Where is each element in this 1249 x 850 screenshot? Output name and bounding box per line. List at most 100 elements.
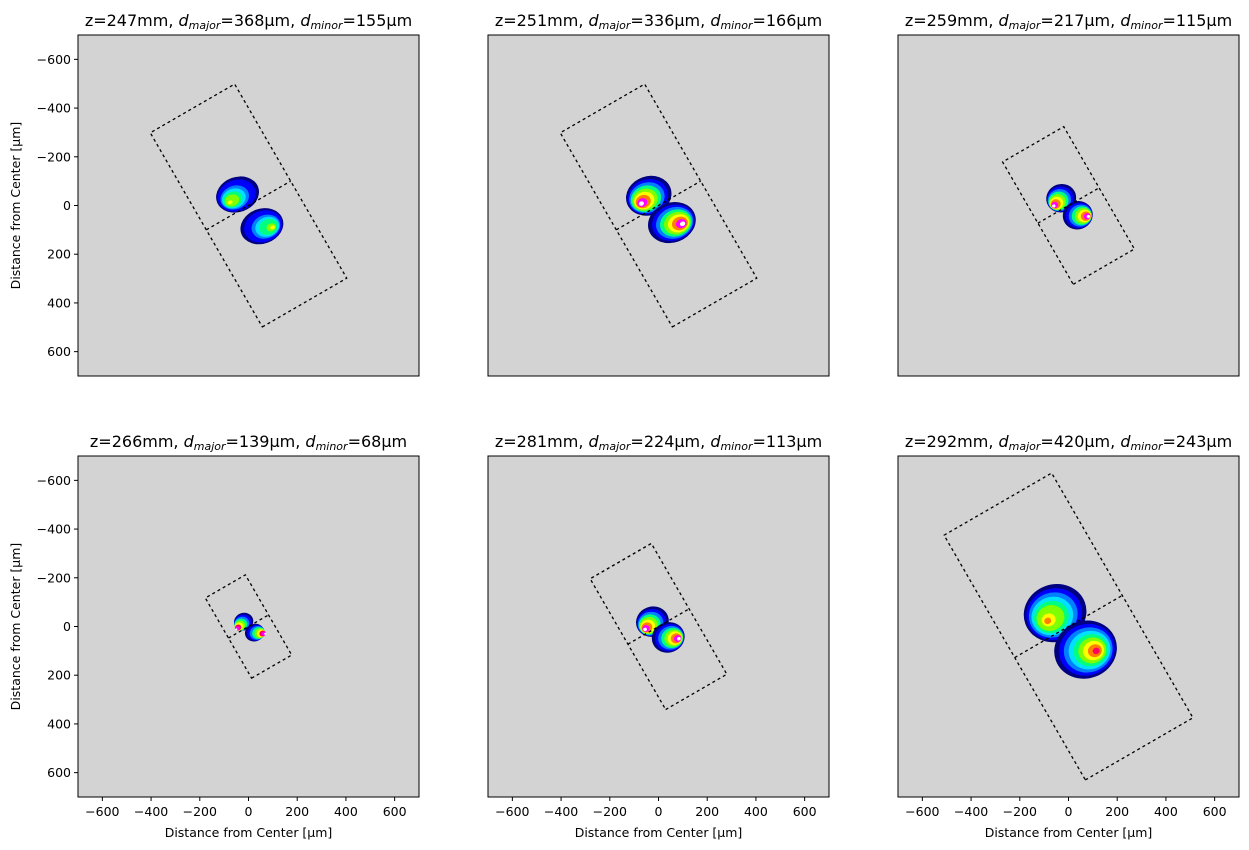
beam-lobe [1062,200,1093,230]
title-segment: minor [1130,440,1163,453]
y-axis-label: Distance from Center [μm] [8,122,23,290]
x-tick-label: −400 [134,804,168,819]
subplot-1: −600 −400 −200 0 200 400 600 Distance from Cent… [8,11,420,377]
y-tick-label: −400 [37,522,71,537]
beam-lobe [240,208,284,245]
y-tick-label: 400 [47,716,71,731]
minor-axis-line [205,180,292,231]
x-tick-label: 200 [695,804,719,819]
y-tick-label: −200 [37,149,71,164]
x-axis-label: Distance from Center [μm] [575,825,743,840]
title-segment: z=292mm, [905,432,999,451]
title-segment: major [599,440,632,453]
beam-lobe [1054,620,1117,679]
x-tick-label: 0 [655,804,663,819]
title-segment: major [189,19,222,32]
lobe-ring [679,221,686,227]
subplot-title: z=266mm, dmajor=139μm, dminor=68μm [90,432,407,453]
title-segment: =115μm [1162,11,1232,30]
beam-lobe [1023,584,1087,643]
y-tick-label: 200 [47,247,71,262]
title-segment: major [1009,440,1042,453]
beam-lobe [244,623,267,642]
bounding-rectangle [559,83,758,328]
x-tick-label: −200 [1003,804,1037,819]
lobe-ring [643,627,647,632]
title-segment: d [589,11,600,30]
title-segment: d [1120,11,1131,30]
title-segment: minor [1130,19,1163,32]
title-segment: d [710,432,721,451]
bounding-rectangle [1001,125,1136,286]
y-tick-label: −600 [37,52,71,67]
subplot-6: −600 −400 −200 0 200 400 600 Distance from Cent… [897,432,1240,840]
y-tick-label: 200 [47,668,71,683]
plot-area [589,542,728,711]
axes-frame [897,34,1240,377]
plot-area [204,573,293,680]
y-tick-label: 600 [47,765,71,780]
title-segment: d [1120,432,1131,451]
x-tick-label: −200 [183,804,217,819]
y-tick-label: 400 [47,295,71,310]
title-segment: =368μm, [220,11,300,30]
lobe-ring [1092,647,1100,655]
title-segment: =139μm, [226,432,306,451]
axes-frame [487,34,830,377]
bounding-rectangle [589,542,728,711]
subplot-title: z=259mm, dmajor=217μm, dminor=115μm [905,11,1232,32]
minor-axis-line [615,180,702,231]
beam-lobe [216,176,259,213]
title-segment: =217μm, [1040,11,1120,30]
plot-area [559,83,758,328]
title-segment: d [999,11,1010,30]
x-tick-label: −600 [85,804,119,819]
x-tick-label: −200 [593,804,627,819]
title-segment: minor [310,19,343,32]
x-tick-label: 600 [1203,804,1227,819]
x-axis-label: Distance from Center [μm] [985,825,1153,840]
x-tick-label: 400 [744,804,768,819]
beam-lobe [651,622,685,653]
x-tick-label: 400 [334,804,358,819]
x-tick-label: 200 [1105,804,1129,819]
lobe-ring [1086,214,1091,219]
x-tick-label: 0 [245,804,253,819]
lobe-ring [1044,617,1052,625]
x-tick-label: 600 [383,804,407,819]
lobe-ring [677,636,681,641]
minor-axis-line [1014,594,1123,659]
title-segment: minor [720,440,753,453]
y-axis-label: Distance from Center [μm] [8,543,23,711]
title-segment: =336μm, [630,11,710,30]
subplot-3: z=259mm, dmajor=217μm, dminor=115μm [897,11,1240,377]
title-segment: major [194,440,227,453]
x-tick-label: −400 [544,804,578,819]
y-tick-label: 0 [63,619,71,634]
plot-area [1001,125,1136,286]
lobe-ring [264,632,267,635]
bounding-rectangle [943,472,1194,781]
beam-lobe [626,175,672,216]
subplot-title: z=292mm, dmajor=420μm, dminor=243μm [905,432,1232,453]
title-segment: =113μm [752,432,822,451]
x-tick-label: −600 [495,804,529,819]
title-segment: d [300,11,311,30]
title-segment: d [710,11,721,30]
title-segment: =166μm [752,11,822,30]
subplot-title: z=247mm, dmajor=368μm, dminor=155μm [85,11,412,32]
y-tick-label: 0 [63,198,71,213]
title-segment: =155μm [342,11,412,30]
title-segment: z=247mm, [85,11,179,30]
x-tick-label: −600 [905,804,939,819]
title-segment: d [184,432,195,451]
lobe-ring [638,201,644,206]
title-segment: =243μm [1162,432,1232,451]
title-segment: minor [316,440,349,453]
subplot-title: z=281mm, dmajor=224μm, dminor=113μm [495,432,822,453]
title-segment: =420μm, [1040,432,1120,451]
title-segment: minor [720,19,753,32]
subplot-4: −600 −400 −200 0 200 400 600 −600 −400 −200 0 200 40… [8,432,420,840]
title-segment: z=259mm, [905,11,999,30]
plot-area [943,472,1194,781]
